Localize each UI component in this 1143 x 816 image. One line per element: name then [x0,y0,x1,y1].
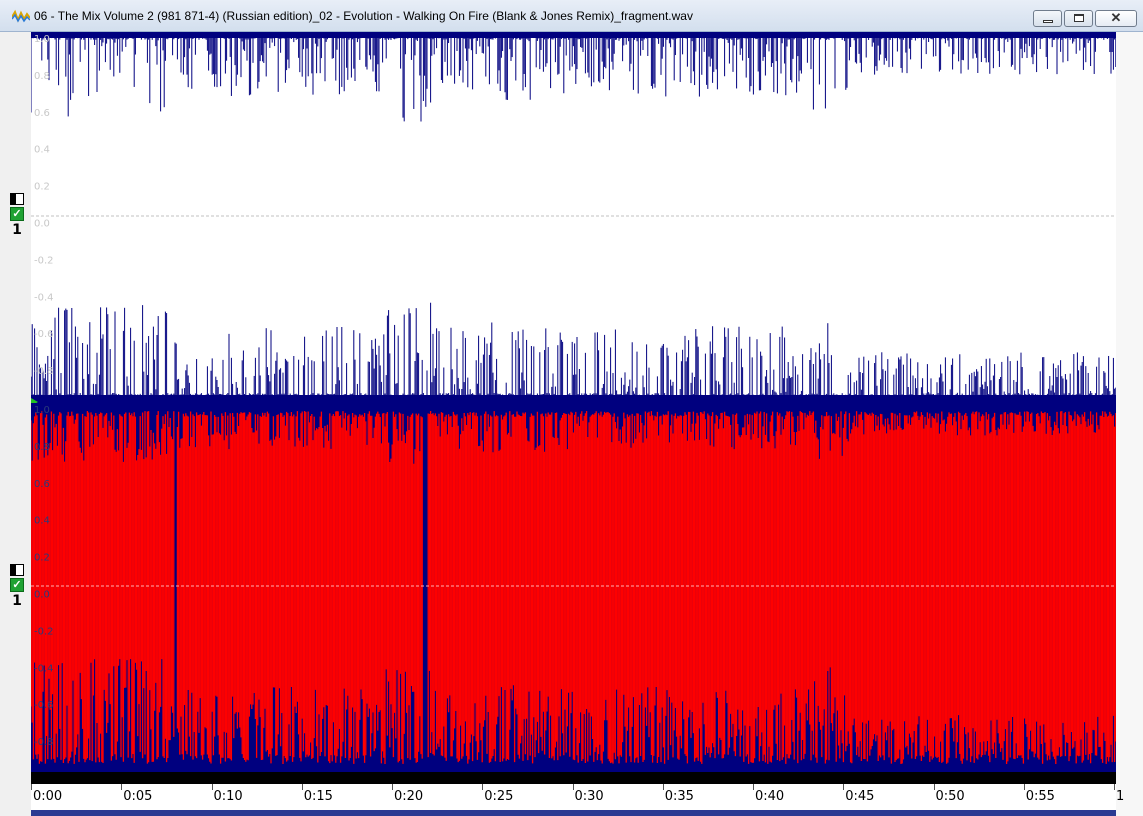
channel-2-amplitude-label: -0.2 [34,626,54,637]
channel-2-amplitude-label: -0.8 [34,737,54,748]
channel-2-amplitude-label: 0.4 [34,516,50,527]
channel-number: 1 [12,222,22,238]
time-label: 0:15 [303,789,333,804]
time-tick [211,784,213,790]
channel-1-amplitude-label: 0.0 [34,219,50,230]
channel-1-amplitude-label: 1.0 [34,34,50,45]
time-tick [1023,784,1025,790]
channel-2-amplitude-label: -0.4 [34,663,54,674]
checkmark-icon[interactable]: ✓ [10,578,24,592]
channel-1-amplitude-label: -0.8 [34,366,54,377]
channel-select-icon[interactable] [10,564,24,576]
time-tick [482,784,484,790]
channel-divider [31,398,1116,403]
maximize-icon [1074,14,1084,22]
time-label: 0:10 [213,789,243,804]
channel-1-amplitude-label: 0.8 [34,71,50,82]
checkmark-icon[interactable]: ✓ [10,207,24,221]
time-label: 0:50 [935,789,965,804]
title-bar: 06 - The Mix Volume 2 (981 871-4) (Russi… [0,0,1143,32]
channel-2-amplitude-label: 0.0 [34,590,50,601]
channel-gutter [0,32,32,816]
channel-1-amplitude-label: 0.4 [34,145,50,156]
time-tick [662,784,664,790]
close-button[interactable]: ✕ [1095,10,1137,27]
time-label: 0:40 [755,789,785,804]
time-label: 0:20 [394,789,424,804]
time-label: 1 [1116,789,1125,804]
channel-2-controls: ✓ 1 [10,564,26,609]
time-tick [753,784,754,790]
channel-1-amplitude-label: -0.6 [34,329,54,340]
close-icon: ✕ [1110,10,1122,25]
minimize-icon [1043,20,1053,23]
overview-strip[interactable] [31,810,1116,816]
time-tick [843,784,845,790]
channel-2-waveform [31,411,1116,764]
minimize-button[interactable] [1033,10,1062,27]
time-label: 0:00 [33,789,63,804]
time-label: 0:35 [664,789,694,804]
time-label: 0:30 [574,789,604,804]
waveform-view[interactable]: 1.0 0.8 0.6 0.4 0.2 0.0 -0.2 -0.4 -0.6 -0.8 1.0 0.… [31,32,1116,772]
time-label: 0:05 [123,789,153,804]
channel-2-amplitude-label: 0.6 [34,479,50,490]
time-label: 0:45 [845,789,875,804]
maximize-button[interactable] [1064,10,1093,27]
time-tick [572,784,574,790]
time-tick [1114,784,1115,790]
channel-1-controls: ✓ 1 [10,193,26,238]
channel-1-amplitude-label: -0.4 [34,292,54,303]
channel-1-amplitude-label: 0.6 [34,108,50,119]
timeline-bar[interactable] [31,772,1116,784]
app-waveform-icon [12,9,30,23]
channel-select-icon[interactable] [10,193,24,205]
right-scroll-gutter[interactable] [1116,32,1143,816]
channel-2-amplitude-label: -0.6 [34,700,54,711]
time-tick [301,784,303,790]
time-label: 0:25 [484,789,514,804]
channel-2-amplitude-label: 0.8 [34,442,50,453]
time-axis: 0:00 0:05 0:10 0:15 0:20 0:25 0:30 0:35 0:40 0:45… [31,784,1124,810]
time-tick [31,784,32,790]
channel-2-amplitude-label: 1.0 [34,405,50,416]
time-tick [121,784,123,790]
window-title: 06 - The Mix Volume 2 (981 871-4) (Russi… [34,9,693,23]
channel-1-amplitude-label: -0.2 [34,255,54,266]
channel-2-amplitude-label: 0.2 [34,553,50,564]
channel-number: 1 [12,593,22,609]
time-label: 0:55 [1025,789,1055,804]
time-tick [933,784,935,790]
channel-1-amplitude-label: 0.2 [34,182,50,193]
time-tick [392,784,393,790]
